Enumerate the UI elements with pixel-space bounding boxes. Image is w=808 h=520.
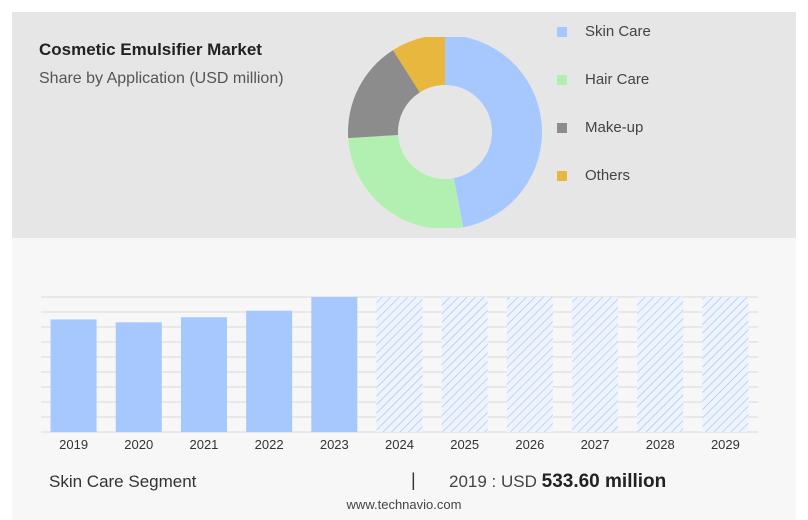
segment-value-amount: 533.60 million — [541, 471, 667, 492]
legend-label-others: Others — [585, 167, 631, 184]
source-website: www.technavio.com — [346, 497, 462, 512]
forecast-bar-2026 — [506, 297, 553, 432]
donut-slice-make-up — [348, 50, 420, 139]
x-tick-label-2019: 2019 — [59, 437, 88, 452]
legend-label-make-up: Make-up — [585, 119, 644, 136]
legend-swatch-skin-care — [557, 27, 567, 37]
segment-year-label: 2019 : USD — [449, 472, 537, 491]
bar-2022 — [246, 310, 293, 432]
bar-2020 — [115, 322, 162, 432]
forecast-bar-2024 — [376, 297, 423, 432]
bar-2021 — [180, 317, 227, 432]
legend-item-others: Others — [557, 166, 717, 186]
x-tick-label-2025: 2025 — [450, 437, 479, 452]
legend-swatch-hair-care — [557, 75, 567, 85]
legend-swatch-others — [557, 171, 567, 181]
x-tick-label-2023: 2023 — [320, 437, 349, 452]
donut-slice-skin-care — [445, 37, 542, 228]
chart-title: Cosmetic Emulsifier Market — [39, 40, 262, 59]
legend-item-hair-care: Hair Care — [557, 70, 717, 90]
x-tick-label-2021: 2021 — [189, 437, 218, 452]
x-tick-label-2028: 2028 — [646, 437, 675, 452]
donut-slice-others — [393, 37, 445, 93]
legend-label-hair-care: Hair Care — [585, 71, 650, 88]
chart-subtitle: Share by Application (USD million) — [39, 70, 284, 87]
footer-separator: | — [411, 470, 416, 490]
donut-slice-hair-care — [348, 134, 464, 228]
segment-value: 2019 : USD 533.60 million — [449, 471, 666, 493]
x-tick-label-2027: 2027 — [581, 437, 610, 452]
x-tick-label-2024: 2024 — [385, 437, 414, 452]
forecast-bar-2029 — [702, 297, 749, 432]
forecast-bar-2025 — [441, 297, 488, 432]
bar-2019 — [50, 319, 97, 432]
legend-label-skin-care: Skin Care — [585, 23, 651, 40]
x-tick-label-2020: 2020 — [124, 437, 153, 452]
forecast-bar-2027 — [572, 297, 619, 432]
legend-swatch-make-up — [557, 123, 567, 133]
forecast-bar-2028 — [637, 297, 684, 432]
x-tick-label-2026: 2026 — [515, 437, 544, 452]
x-tick-label-2029: 2029 — [711, 437, 740, 452]
legend-item-make-up: Make-up — [557, 118, 717, 138]
x-tick-label-2022: 2022 — [255, 437, 284, 452]
segment-label: Skin Care Segment — [49, 472, 197, 491]
bar-2023 — [311, 297, 358, 432]
legend-item-skin-care: Skin Care — [557, 22, 717, 42]
